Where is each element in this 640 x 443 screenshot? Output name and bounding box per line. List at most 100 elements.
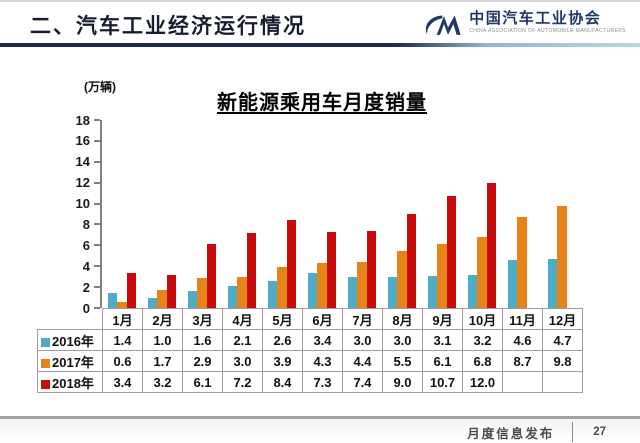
bar-s1-m5 [277,267,287,308]
y-axis-tick [94,265,100,268]
value-cell-s1-m9: 6.1 [422,350,463,372]
page-title: 二、汽车工业经济运行情况 [30,15,306,38]
bar-s1-m7 [357,262,367,308]
value-cell-s0-m1: 1.4 [102,329,143,351]
bar-s2-m2 [166,274,177,308]
bar-s2-m4 [246,232,257,308]
month-header-11: 11月 [502,308,543,330]
value-cell-s0-m4: 2.1 [222,329,263,351]
bar-s0-m5 [267,280,278,308]
bar-s1-m9 [437,244,447,308]
bar-s0-m1 [107,293,118,308]
bar-s2-m3 [206,244,217,308]
value-cell-s2-m1: 3.4 [102,371,143,393]
y-axis [100,120,102,308]
bar-s1-m8 [397,250,407,308]
y-tick-label: 14 [75,154,90,170]
y-axis-tick [94,202,100,205]
value-cell-s0-m12: 4.7 [542,329,583,351]
bar-s1-m3 [197,277,207,308]
value-cell-s2-m9: 10.7 [422,371,463,393]
month-header-2: 2月 [142,308,183,330]
logo-org-name: 中国汽车工业协会 [469,10,602,27]
plot-area [102,120,582,308]
bar-s1-m12 [557,205,567,308]
y-axis-tick [94,307,100,309]
bar-s1-m2 [157,290,167,308]
caam-logo: 中国汽车工业协会 CHINA ASSOCIATION OF AUTOMOBILE… [422,9,626,39]
bar-s0-m6 [307,272,318,308]
y-axis-tick [94,244,100,247]
value-cell-s0-m10: 3.2 [462,329,503,351]
value-cell-s0-m3: 1.6 [182,329,223,351]
bar-s2-m7 [366,230,377,308]
value-cell-s1-m1: 0.6 [102,350,143,372]
y-axis-tick [94,181,100,184]
value-cell-s1-m10: 6.8 [462,350,503,372]
value-cell-s1-m11: 8.7 [502,350,543,372]
value-cell-s0-m8: 3.0 [382,329,423,351]
data-table: 1月 2月 3月 4月 5月 6月 7月 8月 9月 10月 11月 12月 2016年 1.4 1.0 1.… [37,308,583,393]
y-tick-label: 10 [75,196,90,212]
bar-s1-m11 [517,217,527,308]
value-cell-s0-m7: 3.0 [342,329,383,351]
bar-s0-m8 [387,276,398,308]
y-axis-tick [94,286,100,289]
value-cell-s2-m2: 3.2 [142,371,183,393]
bar-s0-m2 [147,297,158,308]
footer-label: 月度信息发布 [467,426,555,441]
month-header-3: 3月 [182,308,223,330]
bar-s1-m10 [477,236,487,308]
slide-footer: 月度信息发布 27 [0,419,640,443]
value-cell-s2-m5: 8.4 [262,371,303,393]
bar-s0-m12 [547,258,558,308]
caam-logo-text: 中国汽车工业协会 CHINA ASSOCIATION OF AUTOMOBILE… [469,9,626,35]
y-axis-tick [94,223,100,226]
bar-s1-m4 [237,276,247,308]
value-cell-s1-m5: 3.9 [262,350,303,372]
page-number: 27 [593,426,606,438]
caam-logo-icon [426,15,461,35]
value-cell-s1-m6: 4.3 [302,350,343,372]
y-tick-label: 12 [75,175,90,191]
value-cell-s0-m9: 3.1 [422,329,463,351]
bar-s2-m10 [486,182,497,308]
y-axis-tick [94,160,100,163]
bar-s0-m11 [507,259,518,308]
month-header-8: 8月 [382,308,423,330]
legend-marker [41,379,50,389]
y-axis-tick [94,119,100,121]
value-cell-s1-m12: 9.8 [542,350,583,372]
table-row-2018年: 2018年 3.4 3.2 6.1 7.2 8.4 7.3 7.4 9.0 10.7 12.0 [37,371,583,393]
y-axis-tick [94,139,100,142]
chart-title: 新能源乘用车月度销量 [217,92,427,114]
bar-s2-m5 [286,220,297,308]
value-cell-s2-m7: 7.4 [342,371,383,393]
value-cell-s1-m4: 3.0 [222,350,263,372]
value-cell-s1-m7: 4.4 [342,350,383,372]
value-cell-s0-m11: 4.6 [502,329,543,351]
value-cell-s2-m6: 7.3 [302,371,343,393]
legend-marker [41,337,50,347]
y-axis-unit-label: (万辆) [84,80,116,94]
bar-s0-m9 [427,275,438,308]
bar-s2-m1 [126,272,137,308]
bar-s2-m6 [326,231,337,308]
y-tick-label: 6 [82,237,90,253]
value-cell-s1-m8: 5.5 [382,350,423,372]
legend-cell-2017年: 2017年 [37,350,103,372]
y-tick-label: 2 [82,279,90,295]
bar-s1-m1 [117,301,127,308]
month-header-9: 9月 [422,308,463,330]
y-tick-label: 0 [82,300,90,316]
bar-s0-m10 [467,274,478,308]
value-cell-s2-m3: 6.1 [182,371,223,393]
value-cell-s0-m6: 3.4 [302,329,343,351]
month-header-6: 6月 [302,308,343,330]
bar-s2-m8 [406,214,417,308]
month-header-12: 12月 [542,308,583,330]
header-rule [0,43,640,47]
bar-s2-m9 [446,196,457,308]
month-header-4: 4月 [222,308,263,330]
